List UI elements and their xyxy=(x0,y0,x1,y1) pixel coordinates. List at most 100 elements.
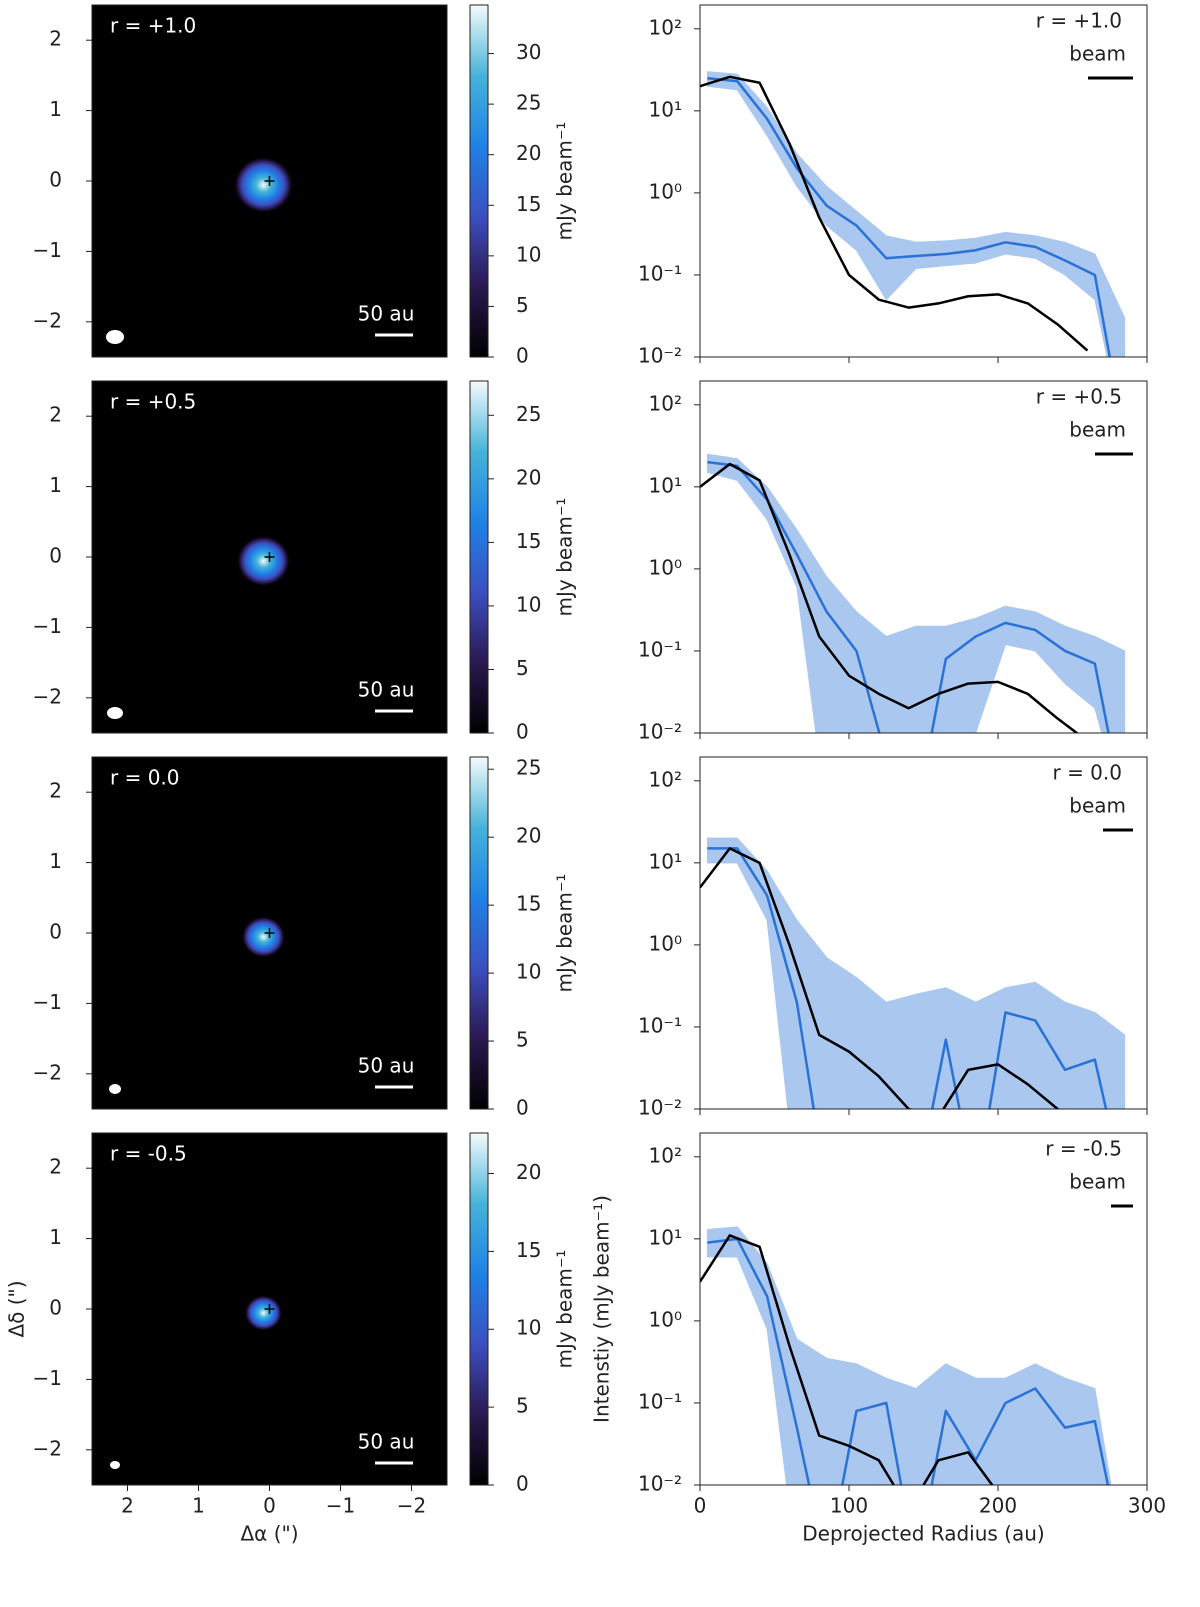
y-tick-label: 2 xyxy=(49,403,62,427)
center-marker xyxy=(264,176,275,186)
beam-ellipse xyxy=(110,1461,120,1469)
frame xyxy=(699,1132,1148,1486)
center-marker xyxy=(264,552,275,562)
x-tick-label: 0 xyxy=(694,1494,707,1518)
beam-label: beam xyxy=(1069,794,1126,818)
plot-area xyxy=(700,453,1126,733)
center-marker xyxy=(264,928,275,938)
y-tick-label: −2 xyxy=(33,308,62,332)
colorbar xyxy=(469,380,489,734)
colorbar-tick-label: 15 xyxy=(516,529,541,553)
x-axis-label: Δα (") xyxy=(240,1522,298,1546)
colorbar xyxy=(469,1132,489,1486)
y-tick-label: 10² xyxy=(649,15,682,39)
y-tick-label: 0 xyxy=(49,1296,62,1320)
panel-label: r = +1.0 xyxy=(110,14,196,38)
colorbar-tick-label: 5 xyxy=(516,293,529,317)
y-tick-label: 2 xyxy=(49,779,62,803)
beam-ellipse xyxy=(106,330,124,344)
colorbar xyxy=(469,4,489,358)
y-tick-label: 10⁻¹ xyxy=(638,261,682,285)
colorbar-tick-label: 5 xyxy=(516,1028,529,1052)
y-tick-label: 10⁻² xyxy=(638,1096,682,1120)
y-tick-label: 10⁰ xyxy=(649,555,682,579)
profile-line xyxy=(707,460,1110,733)
panel-label: r = 0.0 xyxy=(110,766,180,790)
beam-ellipse xyxy=(109,1084,121,1094)
colorbar-tick-label: 5 xyxy=(516,1394,529,1418)
plot-area xyxy=(700,837,1126,1109)
colorbar-tick-label: 20 xyxy=(516,1160,541,1184)
emission xyxy=(244,1294,283,1332)
x-tick-label: −1 xyxy=(326,1494,355,1518)
emission xyxy=(233,156,294,214)
colorbar-tick-label: 15 xyxy=(516,1238,541,1262)
beam-label: beam xyxy=(1069,42,1126,66)
emission xyxy=(241,916,286,958)
profile-line xyxy=(707,76,1112,357)
beam-ellipse xyxy=(107,707,123,719)
scale-label: 50 au xyxy=(358,1430,415,1454)
x-tick-label: −2 xyxy=(397,1494,426,1518)
y-tick-label: 10¹ xyxy=(649,473,682,497)
panel-label: r = 0.0 xyxy=(1052,761,1122,785)
y-tick-label: −1 xyxy=(33,238,62,262)
y-tick-label: 10¹ xyxy=(649,1225,682,1249)
colorbar-tick-label: 20 xyxy=(516,465,541,489)
y-tick-label: 0 xyxy=(49,168,62,192)
colorbar-tick-label: 0 xyxy=(516,720,529,744)
y-tick-label: −1 xyxy=(33,990,62,1014)
colorbar-label: mJy beam⁻¹ xyxy=(553,1250,577,1369)
frame xyxy=(699,4,1148,358)
colorbar-tick-label: 10 xyxy=(516,242,541,266)
panel-label: r = -0.5 xyxy=(110,1142,187,1166)
panel-label: r = +0.5 xyxy=(110,390,196,414)
colorbar-tick-label: 0 xyxy=(516,344,529,368)
panel-label: r = +0.5 xyxy=(1036,385,1122,409)
y-tick-label: 10⁰ xyxy=(649,179,682,203)
y-tick-label: 10⁻¹ xyxy=(638,1389,682,1413)
y-tick-label: 2 xyxy=(49,1155,62,1179)
colorbar-tick-label: 5 xyxy=(516,656,529,680)
colorbar-tick-label: 10 xyxy=(516,592,541,616)
y-tick-label: −2 xyxy=(33,1060,62,1084)
y-tick-label: 10⁻² xyxy=(638,720,682,744)
colorbar-tick-label: 0 xyxy=(516,1472,529,1496)
y-axis-label: Δδ (") xyxy=(5,1280,29,1337)
y-tick-label: −2 xyxy=(33,684,62,708)
y-tick-label: 10⁻¹ xyxy=(638,1013,682,1037)
colorbar-tick-label: 15 xyxy=(516,192,541,216)
y-tick-label: −1 xyxy=(33,1366,62,1390)
y-tick-label: 10⁰ xyxy=(649,931,682,955)
scale-label: 50 au xyxy=(358,1054,415,1078)
uncertainty-band xyxy=(706,1226,1112,1485)
plot-area xyxy=(700,71,1126,357)
x-tick-label: 0 xyxy=(263,1494,276,1518)
colorbar-tick-label: 10 xyxy=(516,1316,541,1340)
colorbar-tick-label: 15 xyxy=(516,892,541,916)
colorbar-tick-label: 25 xyxy=(516,756,541,780)
y-tick-label: 1 xyxy=(49,473,62,497)
profile-line xyxy=(700,1234,994,1485)
y-tick-label: 10⁻¹ xyxy=(638,637,682,661)
colorbar-label: mJy beam⁻¹ xyxy=(553,874,577,993)
y-tick-label: 10¹ xyxy=(649,849,682,873)
colorbar-label: mJy beam⁻¹ xyxy=(553,498,577,617)
profile-line xyxy=(700,462,1079,733)
beam-label: beam xyxy=(1069,1170,1126,1194)
x-tick-label: 100 xyxy=(830,1494,868,1518)
colorbar-label: mJy beam⁻¹ xyxy=(553,122,577,241)
y-axis-label: Intenstiy (mJy beam⁻¹) xyxy=(590,1195,614,1423)
y-tick-label: 0 xyxy=(49,544,62,568)
x-axis-label: Deprojected Radius (au) xyxy=(802,1522,1044,1546)
scale-label: 50 au xyxy=(358,678,415,702)
frame xyxy=(699,380,1148,734)
y-tick-label: −1 xyxy=(33,614,62,638)
y-tick-label: 10¹ xyxy=(649,97,682,121)
colorbar-tick-label: 20 xyxy=(516,141,541,165)
y-tick-label: 10² xyxy=(649,391,682,415)
uncertainty-band xyxy=(706,453,1126,733)
colorbar-tick-label: 0 xyxy=(516,1096,529,1120)
profile-line xyxy=(700,847,1060,1109)
y-tick-label: 10⁻² xyxy=(638,1472,682,1496)
